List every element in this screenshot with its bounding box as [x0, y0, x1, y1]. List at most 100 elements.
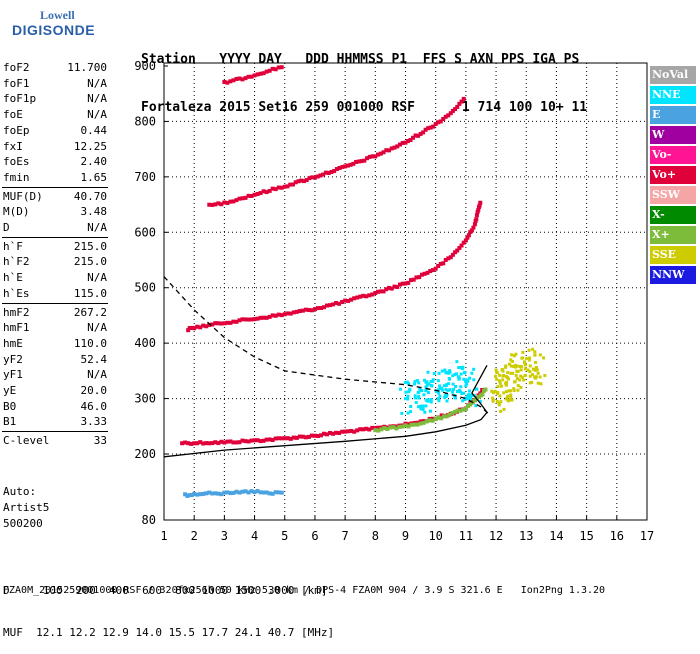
echo-point — [470, 393, 474, 397]
echo-point — [408, 137, 413, 142]
echo-point — [243, 489, 248, 494]
x-tick-label: 10 — [428, 529, 442, 543]
echo-point — [433, 416, 438, 421]
legend-item: X+ — [650, 226, 696, 244]
echo-point — [249, 193, 254, 198]
echo-point — [276, 490, 281, 495]
param-separator — [2, 302, 108, 304]
echo-point — [279, 490, 284, 495]
legend-item: Vo- — [650, 146, 696, 164]
echo-point — [189, 493, 194, 498]
echo-point — [337, 301, 342, 306]
param-value: N/A — [87, 76, 107, 90]
echo-point — [395, 144, 400, 149]
echo-point — [406, 394, 410, 398]
echo-point — [408, 387, 412, 391]
echo-point — [472, 398, 477, 403]
echo-point — [424, 419, 429, 424]
echo-point — [419, 272, 424, 277]
echo-point — [376, 289, 381, 294]
echo-point — [440, 369, 444, 373]
file-info: FZA0M_2015259001000.RSF / 320fx256h 50 k… — [3, 585, 606, 596]
echo-point — [198, 440, 203, 445]
echo-point — [444, 414, 449, 419]
echo-point — [507, 398, 511, 402]
echo-point — [376, 152, 381, 157]
echo-point — [497, 403, 501, 407]
echo-point — [261, 71, 266, 76]
param-row: yE 20.0 — [3, 383, 107, 399]
echo-point — [501, 368, 505, 372]
y-tick-label: 500 — [134, 281, 156, 295]
echo-point — [461, 407, 466, 412]
echo-point — [210, 202, 215, 207]
echo-point — [325, 303, 330, 308]
echo-point — [424, 404, 428, 408]
echo-point — [367, 427, 372, 432]
param-value: 46.0 — [80, 399, 108, 413]
echo-point — [207, 490, 212, 495]
param-row: h`F2 215.0 — [3, 254, 107, 270]
echo-point — [426, 370, 430, 374]
echo-point — [192, 326, 197, 331]
param-name: h`F — [3, 239, 23, 253]
echo-point — [273, 436, 278, 441]
echo-point — [264, 69, 269, 74]
echo-point — [516, 384, 520, 388]
echo-point — [331, 302, 336, 307]
echo-point — [457, 376, 461, 380]
echo-point — [300, 434, 305, 439]
echo-point — [463, 406, 468, 411]
param-name: foF2 — [3, 61, 30, 74]
param-row: D N/A — [3, 220, 107, 236]
echo-point — [476, 207, 481, 212]
param-value: 12.25 — [73, 139, 107, 153]
param-name: yF1 — [3, 368, 23, 382]
echo-point — [433, 266, 438, 271]
param-row: yF1 N/A — [3, 367, 107, 383]
echo-point — [514, 373, 518, 377]
echo-point — [496, 385, 500, 389]
echo-point — [432, 372, 436, 376]
echo-point — [343, 429, 348, 434]
y-tick-label: 80 — [142, 513, 156, 527]
echo-point — [267, 188, 272, 193]
echo-point — [252, 192, 257, 197]
echo-point — [493, 389, 497, 393]
echo-point — [502, 391, 506, 395]
echo-point — [398, 387, 402, 391]
echo-point — [439, 413, 444, 418]
param-row: h`E N/A — [3, 270, 107, 286]
echo-point — [415, 422, 420, 427]
echo-point — [498, 394, 502, 398]
legend-item: W — [650, 126, 696, 144]
echo-point — [455, 372, 459, 376]
echo-point — [494, 368, 498, 372]
echo-point — [392, 284, 397, 289]
echo-point — [231, 440, 236, 445]
param-row: foE N/A — [3, 107, 107, 123]
echo-point — [425, 380, 429, 384]
echo-point — [328, 430, 333, 435]
echo-point — [453, 396, 457, 400]
echo-point — [373, 426, 378, 431]
echo-point — [291, 435, 296, 440]
echo-point — [323, 170, 328, 175]
echo-point — [255, 438, 260, 443]
param-row: foF2 11.700 — [3, 60, 107, 76]
echo-point — [512, 354, 516, 358]
echo-point — [201, 323, 206, 328]
echo-point — [258, 439, 263, 444]
echo-point — [438, 394, 442, 398]
echo-point — [183, 492, 188, 497]
echo-point — [478, 399, 482, 403]
echo-point — [498, 373, 502, 377]
echo-point — [387, 285, 392, 290]
echo-point — [318, 173, 323, 178]
echo-point — [495, 400, 499, 404]
echo-point — [518, 378, 522, 382]
echo-point — [495, 371, 499, 375]
echo-point — [439, 416, 444, 421]
echo-point — [270, 491, 275, 496]
echo-point — [231, 78, 236, 83]
